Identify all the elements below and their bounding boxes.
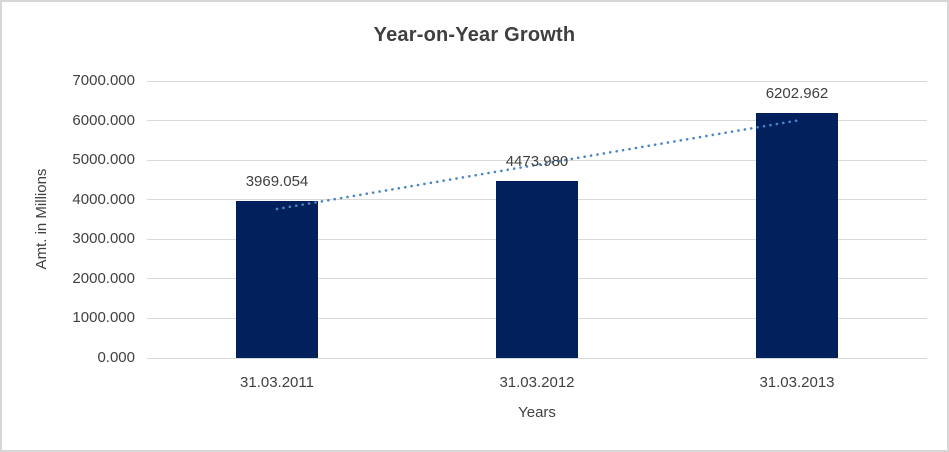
bar-data-label: 3969.054 [245, 172, 309, 190]
x-tick-label: 31.03.2011 [240, 374, 314, 391]
y-tick-label: 4000.000 [72, 190, 135, 208]
x-axis-title: Years [518, 404, 556, 421]
bar [236, 200, 318, 358]
y-tick-label: 3000.000 [72, 230, 135, 248]
gridline [147, 80, 927, 82]
y-tick-label: 2000.000 [72, 269, 135, 287]
x-tick-label: 31.03.2012 [499, 374, 575, 391]
x-axis-line [147, 357, 927, 359]
y-tick-label: 0.000 [97, 349, 135, 366]
y-tick-label: 7000.000 [72, 72, 135, 89]
y-tick-label: 6000.000 [72, 111, 135, 129]
bar-data-label: 4473.980 [505, 152, 569, 170]
gridline [147, 159, 927, 161]
bar-data-label: 6202.962 [765, 84, 829, 102]
y-tick-label: 1000.000 [72, 309, 135, 327]
bar [756, 112, 838, 358]
chart-title: Year-on-Year Growth [373, 24, 576, 46]
x-tick-label: 31.03.2013 [759, 374, 835, 391]
gridline [147, 120, 927, 122]
bar [496, 180, 578, 358]
y-tick-label: 5000.000 [72, 151, 135, 169]
